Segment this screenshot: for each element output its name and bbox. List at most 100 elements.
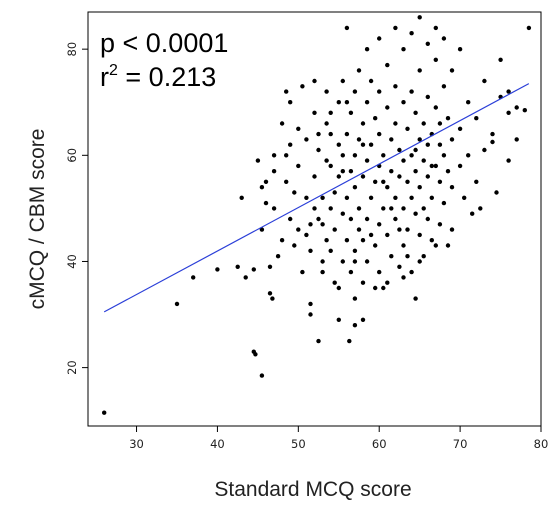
data-point: [253, 352, 258, 357]
data-point: [437, 142, 443, 147]
data-point: [364, 216, 370, 222]
data-point: [364, 100, 370, 105]
data-point: [364, 158, 370, 163]
data-point: [373, 285, 378, 291]
data-point: [393, 195, 398, 200]
data-point: [360, 280, 366, 285]
data-point: [433, 25, 438, 31]
data-point: [466, 153, 471, 158]
data-point: [413, 147, 418, 153]
data-point: [360, 238, 366, 243]
data-point: [417, 185, 422, 190]
data-point: [409, 31, 414, 36]
x-tick-label: 40: [210, 437, 225, 451]
data-point: [385, 280, 390, 285]
data-point: [393, 25, 398, 31]
data-point: [401, 275, 406, 280]
data-point: [417, 68, 422, 73]
data-point: [466, 100, 471, 105]
data-point: [292, 190, 297, 195]
data-point: [429, 238, 434, 243]
data-point: [243, 275, 248, 280]
y-tick-label: 80: [65, 42, 79, 57]
data-point: [381, 285, 386, 291]
data-points: [102, 15, 532, 415]
r-squared-value: = 0.213: [118, 62, 216, 92]
data-point: [373, 116, 378, 121]
data-point: [259, 185, 265, 190]
data-point: [506, 89, 511, 94]
data-point: [470, 211, 475, 216]
data-point: [506, 158, 511, 163]
data-point: [385, 62, 390, 68]
data-point: [381, 153, 386, 158]
data-point: [425, 142, 430, 147]
data-point: [409, 89, 414, 94]
data-point: [397, 174, 402, 179]
data-point: [417, 15, 422, 20]
data-point: [526, 25, 532, 31]
data-point: [417, 259, 422, 264]
data-point: [377, 131, 382, 137]
data-point: [478, 206, 483, 211]
data-point: [429, 195, 434, 200]
data-point: [239, 195, 244, 200]
plot-frame: [87, 11, 542, 427]
r-squared-symbol: r: [100, 62, 109, 92]
data-point: [360, 174, 366, 179]
data-point: [356, 206, 362, 211]
data-point: [308, 301, 313, 307]
data-point: [267, 264, 273, 269]
data-point: [304, 232, 309, 238]
y-axis: 20 40 60 80: [65, 42, 88, 375]
data-point: [393, 216, 398, 222]
data-point: [279, 238, 285, 243]
data-point: [328, 131, 333, 137]
data-point: [340, 259, 345, 264]
data-point: [494, 190, 499, 195]
data-point: [292, 243, 297, 248]
data-point: [300, 269, 305, 275]
data-point: [405, 227, 410, 232]
data-point: [445, 116, 451, 121]
y-tick-label: 60: [65, 148, 79, 163]
data-point: [263, 200, 269, 206]
data-point: [340, 78, 345, 84]
data-point: [356, 227, 362, 232]
data-point: [389, 254, 394, 259]
data-point: [279, 121, 285, 126]
data-point: [324, 89, 329, 94]
data-point: [381, 206, 386, 211]
data-point: [377, 269, 382, 275]
data-point: [352, 296, 358, 301]
data-point: [352, 323, 358, 328]
data-point: [352, 153, 358, 158]
data-point: [393, 84, 398, 89]
data-point: [437, 222, 443, 227]
data-point: [401, 100, 406, 105]
data-point: [437, 121, 443, 126]
data-point: [449, 137, 455, 142]
data-point: [368, 232, 374, 238]
data-point: [393, 121, 398, 126]
data-point: [405, 126, 410, 131]
data-point: [352, 89, 358, 94]
data-point: [409, 153, 414, 158]
data-point: [413, 110, 418, 116]
data-point: [316, 147, 321, 153]
data-point: [522, 108, 527, 113]
data-point: [336, 142, 341, 147]
data-point: [267, 291, 273, 296]
data-point: [352, 248, 358, 253]
data-point: [288, 100, 293, 105]
data-point: [433, 163, 438, 169]
data-point: [401, 206, 406, 211]
data-point: [336, 317, 341, 322]
data-point: [425, 174, 430, 179]
data-point: [271, 169, 277, 174]
data-point: [235, 264, 240, 269]
data-point: [316, 216, 321, 222]
r-squared-annotation: r2 = 0.213: [100, 62, 216, 92]
data-point: [377, 89, 382, 94]
data-point: [405, 179, 410, 184]
